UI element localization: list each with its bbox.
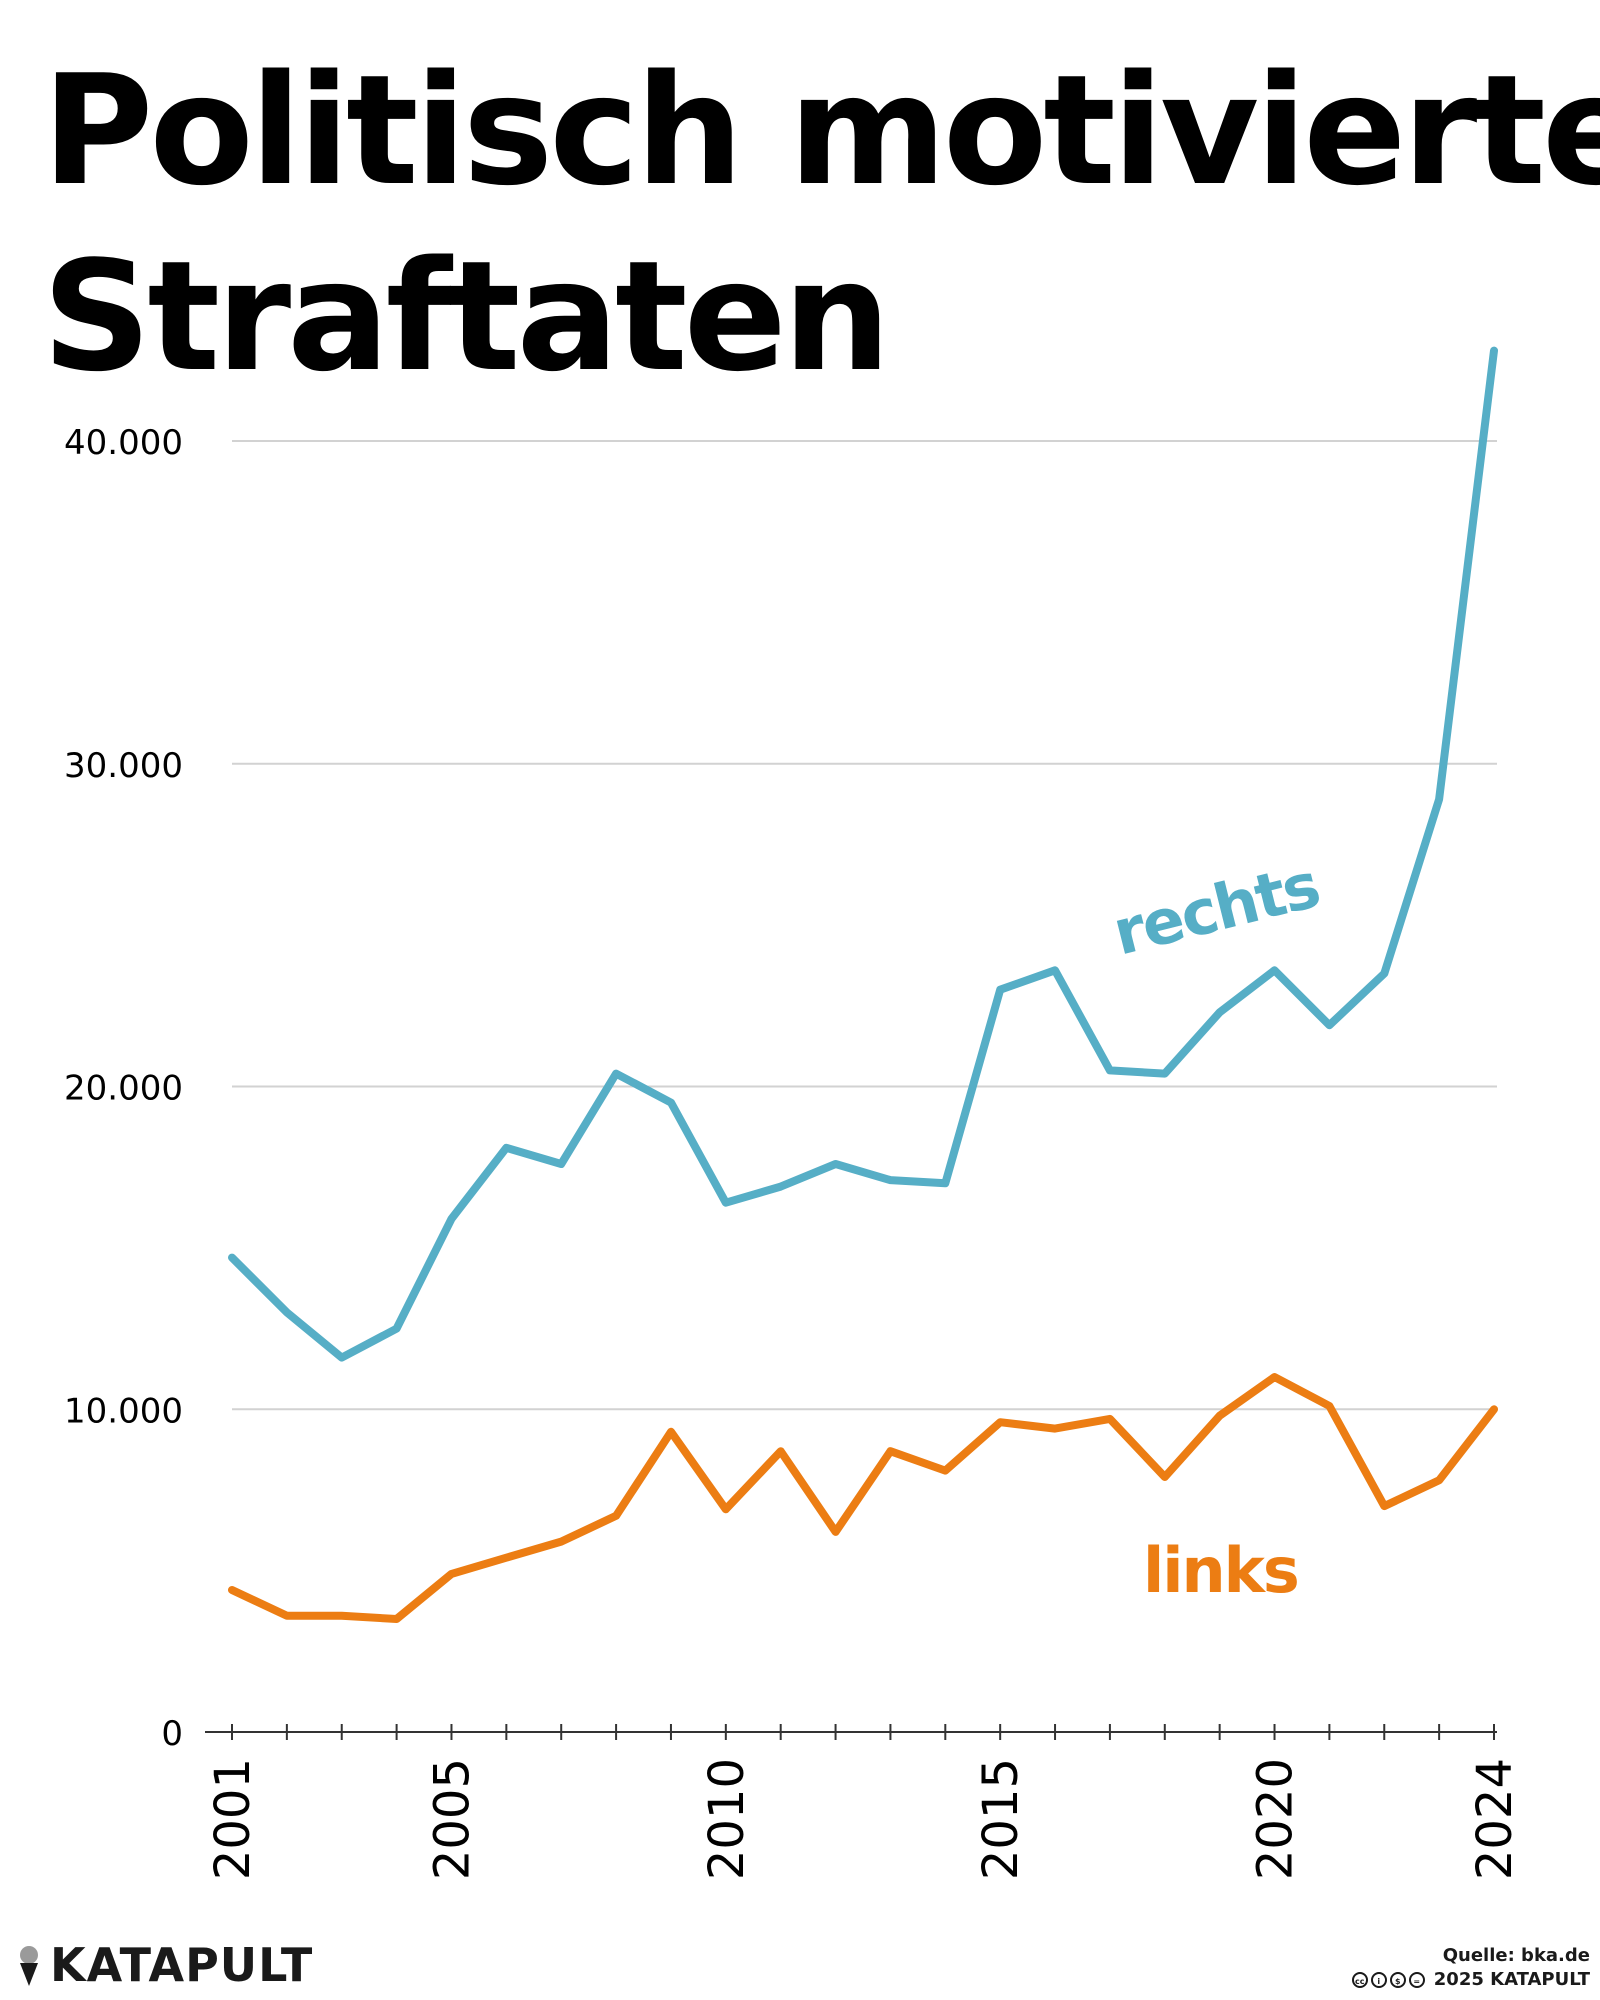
x-axis-tick-labels: 2001 2005 2010 2015 2020 2024 <box>205 1758 1523 1880</box>
series-label-rechts: rechts <box>1106 848 1326 969</box>
license-row: cc i $ = 2025 KATAPULT <box>1351 1968 1590 1992</box>
y-axis-tick-labels: 0 10.000 20.000 30.000 40.000 <box>64 423 183 1754</box>
chart-title-line-2: Straftaten <box>42 228 891 405</box>
nc-icon: $ <box>1389 1972 1406 1988</box>
cc-icon: cc <box>1351 1972 1368 1988</box>
brand-logo: KATAPULT <box>18 1938 314 1992</box>
series-labels: rechts links <box>1106 848 1326 1607</box>
series-lines <box>228 346 1498 1623</box>
brand-name: KATAPULT <box>50 1938 314 1992</box>
series-line-rechts <box>228 346 1498 1362</box>
source-credit: Quelle: bka.de cc i $ = 2025 KATAPULT <box>1351 1944 1590 1992</box>
series-line-links <box>228 1373 1498 1623</box>
x-tick-label: 2005 <box>424 1758 480 1880</box>
y-tick-label: 30.000 <box>64 746 183 786</box>
y-tick-label: 40.000 <box>64 423 183 463</box>
ice-cream-icon <box>20 1946 38 1986</box>
x-tick-label: 2001 <box>205 1758 261 1880</box>
y-tick-label: 20.000 <box>64 1069 183 1109</box>
copyright-text: 2025 KATAPULT <box>1433 1969 1590 1990</box>
x-tick-label: 2010 <box>699 1758 755 1880</box>
x-tick-label: 2024 <box>1467 1758 1523 1880</box>
chart-title-line-1: Politisch motivierte <box>42 42 1600 219</box>
chart-title: Politisch motivierte Straftaten <box>42 38 1600 410</box>
source-text: Quelle: bka.de <box>1442 1945 1590 1966</box>
grid-lines <box>232 440 1497 1411</box>
series-label-links: links <box>1143 1534 1298 1607</box>
x-axis <box>205 1724 1497 1740</box>
y-tick-label: 10.000 <box>64 1391 183 1431</box>
x-tick-label: 2015 <box>973 1758 1029 1880</box>
by-icon: i <box>1370 1972 1387 1988</box>
x-tick-label: 2020 <box>1248 1758 1304 1880</box>
nd-icon: = <box>1408 1972 1425 1988</box>
y-tick-label: 0 <box>161 1714 183 1754</box>
